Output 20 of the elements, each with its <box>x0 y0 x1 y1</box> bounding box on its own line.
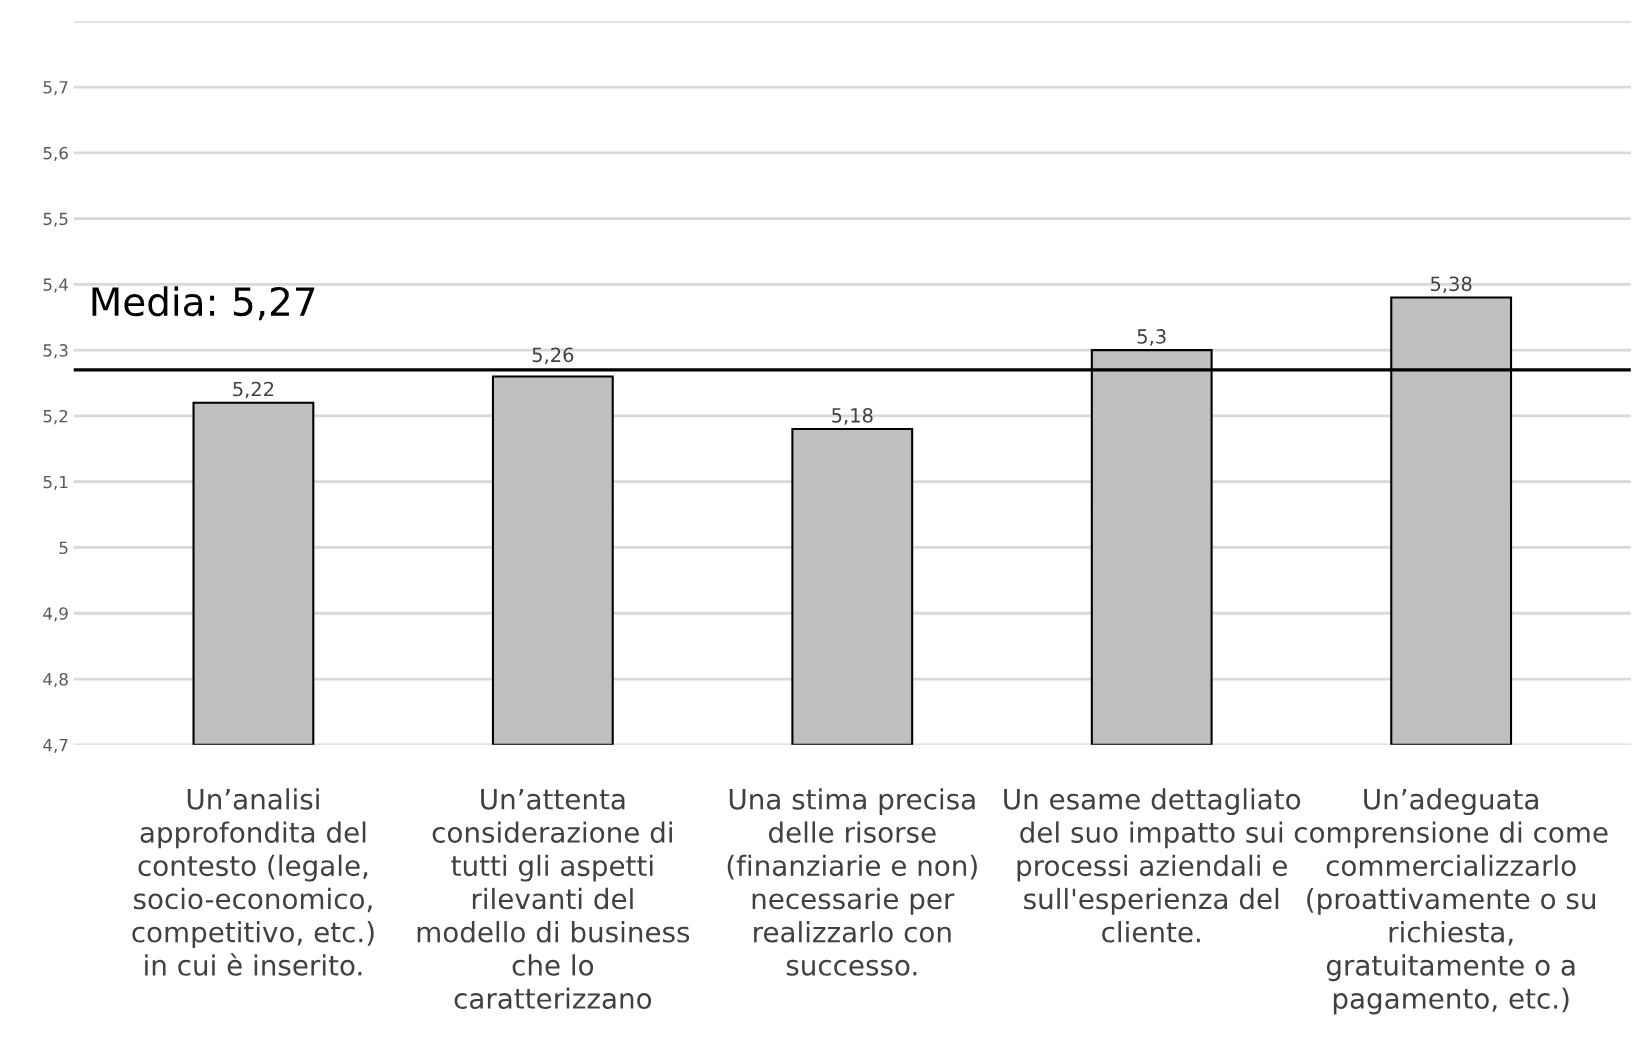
data-label: 5,18 <box>832 407 873 425</box>
y-tick-label: 5 <box>59 541 68 555</box>
y-tick-label: 5,2 <box>43 409 68 425</box>
y-tick-label: 5,4 <box>43 278 68 293</box>
x-tick-label: Una stima precisa delle risorse (finanziarie e non) necessarie per realizzarlo con successo. <box>727 788 977 976</box>
data-label: 5,22 <box>233 381 274 399</box>
y-tick-label: 5,1 <box>43 475 68 490</box>
y-tick-label: 4,9 <box>43 607 68 622</box>
data-label: 5,38 <box>1431 276 1472 294</box>
y-tick-label: 5,5 <box>43 212 68 227</box>
x-tick-label: Un’attenta considerazione di tutti gli aspetti rilevanti del modello di business che lo caratterizzano <box>417 789 690 1010</box>
y-tick-label: 4,8 <box>43 672 68 688</box>
data-label: 5,26 <box>532 347 574 365</box>
x-tick-label: Un’analisi approfondita del contesto (legale, socio-economico, competitivo, etc.) in cui è inserito. <box>132 788 374 976</box>
ref-line-label: Media: 5,27 <box>92 286 315 321</box>
data-label: 5,3 <box>1137 329 1166 346</box>
y-tick-label: 5,3 <box>43 344 68 359</box>
y-tick-label: 5,7 <box>43 81 68 96</box>
y-tick-label: 5,6 <box>43 146 68 162</box>
y-tick-label: 4,7 <box>43 738 68 754</box>
